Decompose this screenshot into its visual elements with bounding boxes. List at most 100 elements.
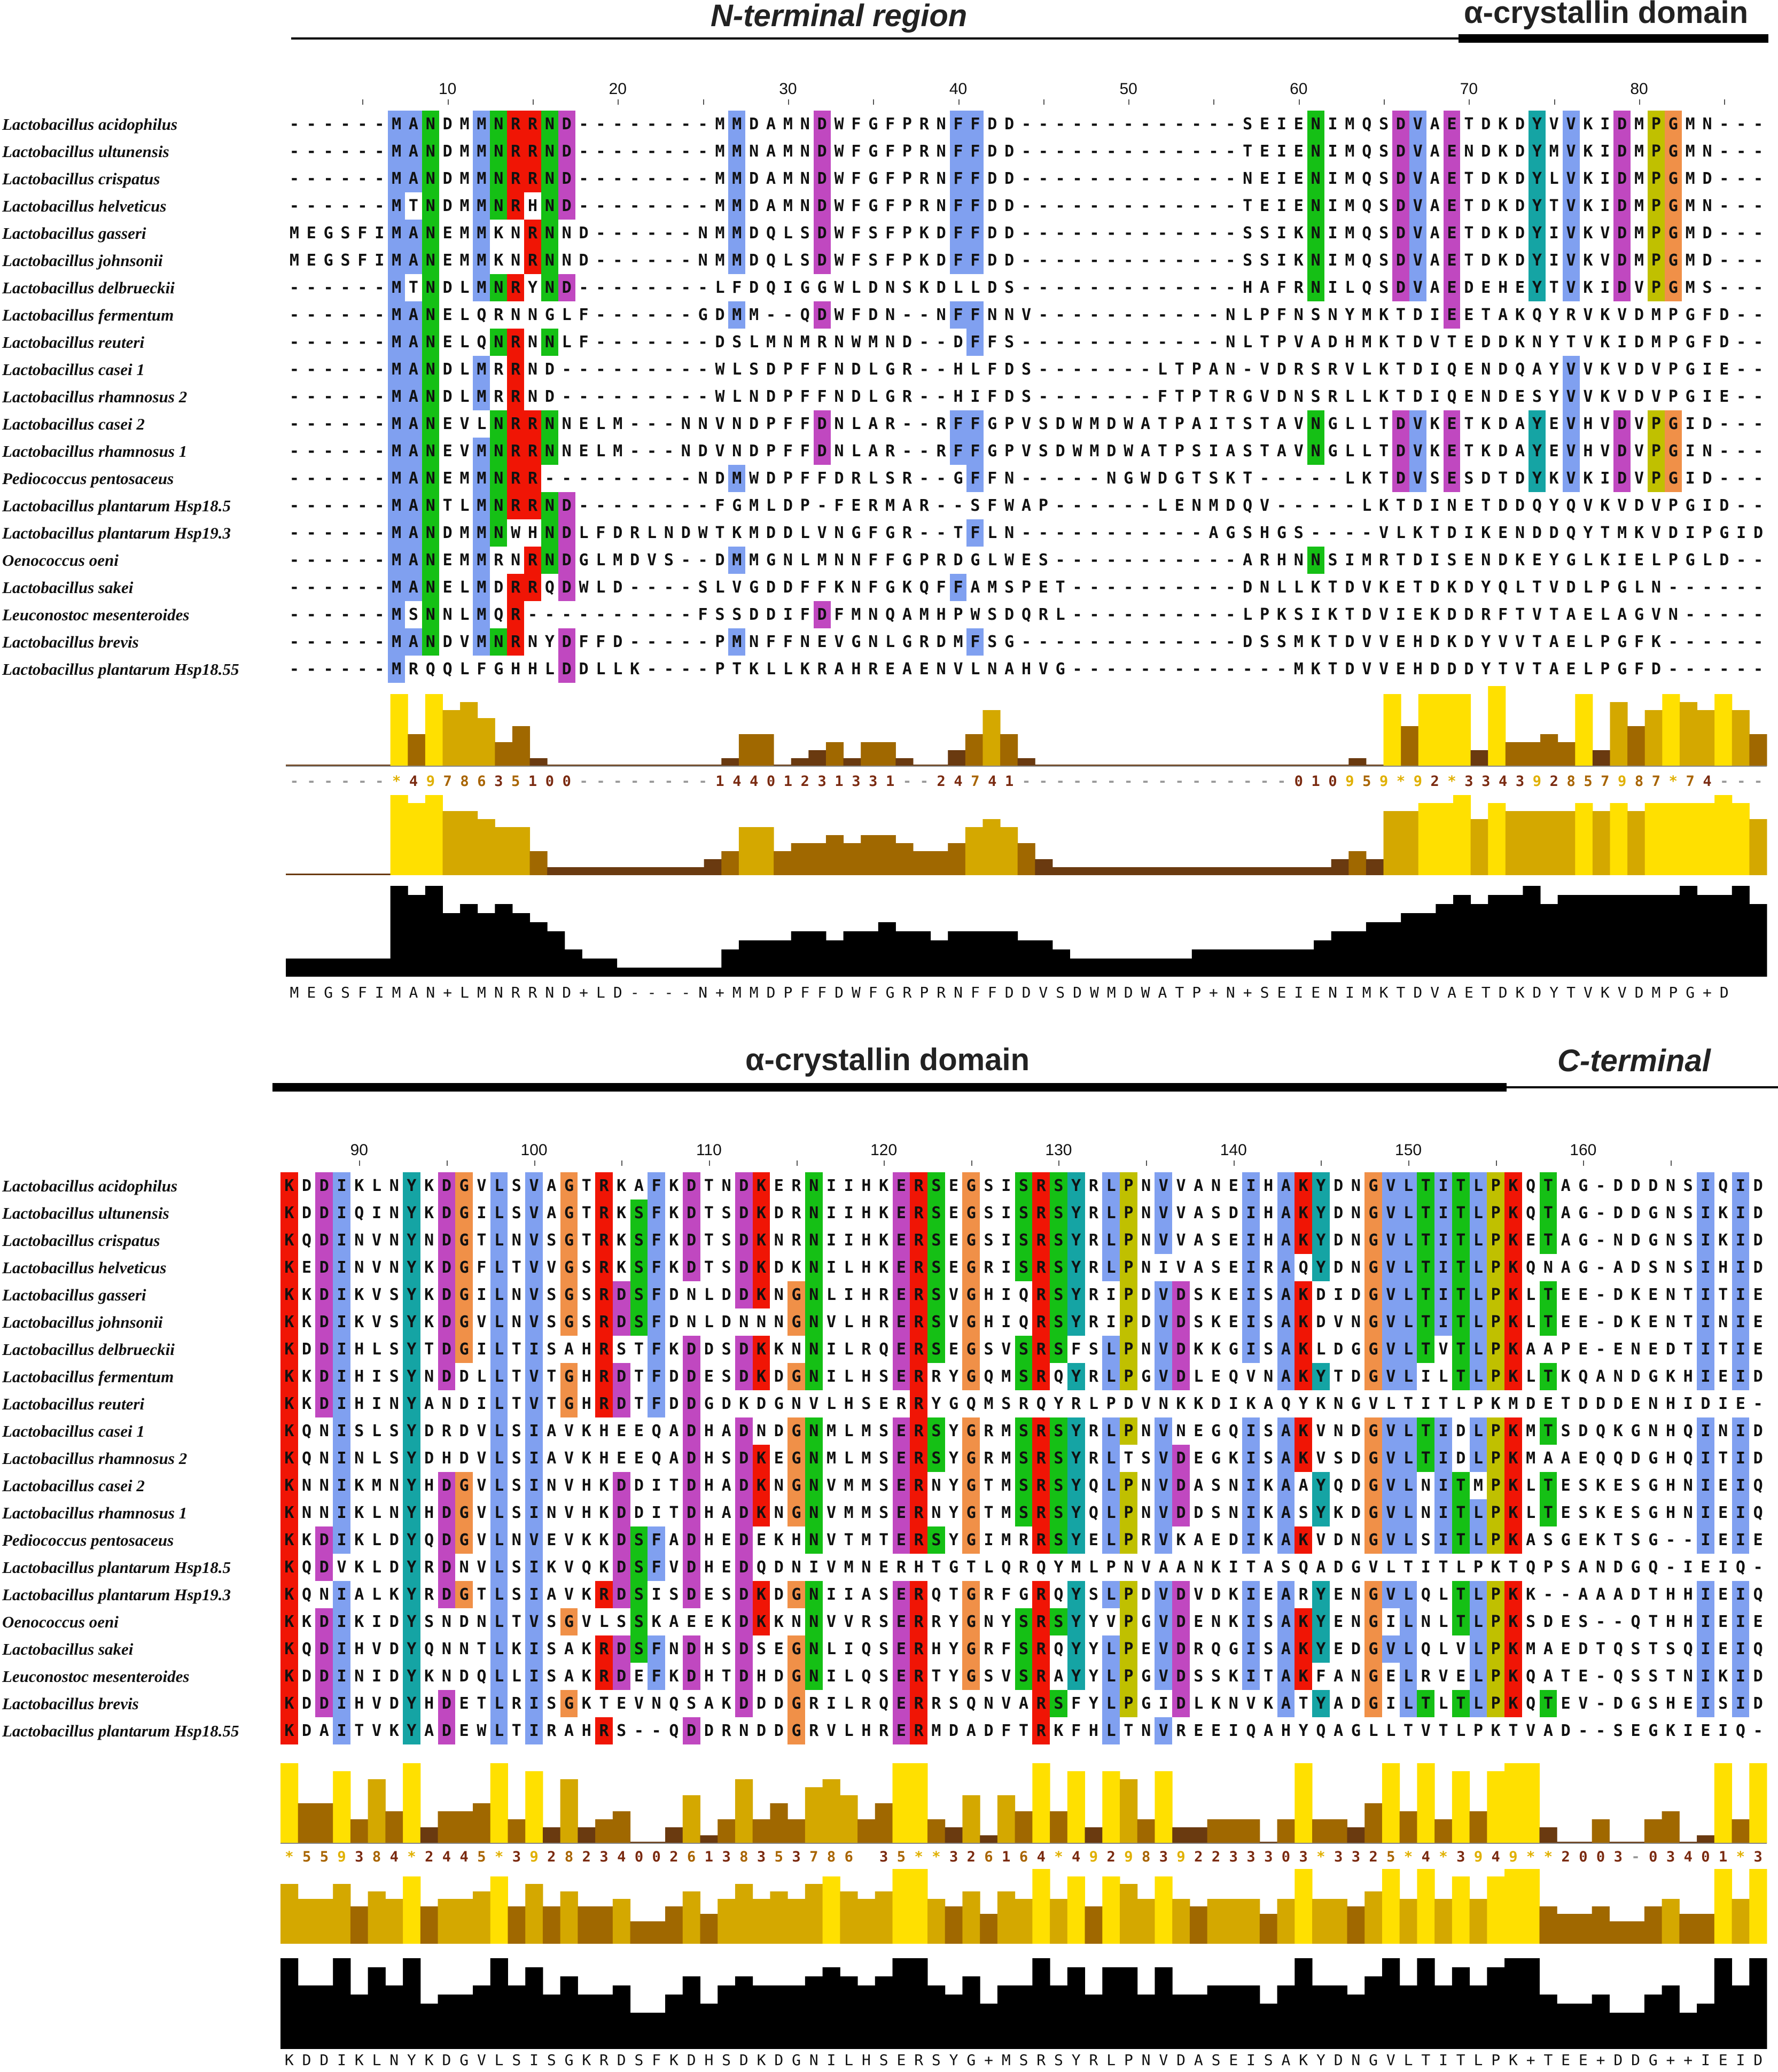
residue-cell: R <box>910 1417 927 1445</box>
residue-cell: I <box>525 1417 543 1445</box>
residue-cell: D <box>558 519 575 547</box>
residue-cell: L <box>1469 1445 1487 1472</box>
histogram-bar <box>895 931 914 977</box>
residue-cell: A <box>1208 360 1219 379</box>
conservation-score: 3 <box>1334 1848 1343 1865</box>
residue-cell: E <box>885 659 895 679</box>
residue-cell: Y <box>1067 1663 1085 1690</box>
residue-cell: T <box>1532 578 1542 597</box>
residue-cell: - <box>527 605 538 624</box>
conservation-score: 2 <box>1549 773 1558 790</box>
residue-cell: M <box>473 465 490 492</box>
residue-cell: D <box>1578 1639 1588 1658</box>
consensus-residue: D <box>302 2051 311 2069</box>
residue-cell: S <box>800 251 810 270</box>
residue-cell: G <box>1685 496 1695 515</box>
residue-cell: S <box>511 1448 521 1468</box>
residue-cell: - <box>357 659 368 679</box>
residue-cell: N <box>319 1448 329 1468</box>
residue-cell: S <box>1683 1203 1693 1222</box>
residue-cell: S <box>1050 1336 1067 1363</box>
consensus-residue: K <box>1515 984 1525 1001</box>
residue-cell: V <box>826 1557 836 1577</box>
residue-cell: N <box>354 1230 364 1250</box>
residue-cell: - <box>1124 278 1134 297</box>
residue-cell: V <box>1379 659 1389 679</box>
residue-cell: G <box>787 1499 805 1526</box>
residue-cell: F <box>579 632 589 651</box>
histogram-bar <box>612 1811 631 1843</box>
residue-cell: K <box>581 1639 591 1658</box>
residue-cell: G <box>1685 332 1695 352</box>
residue-cell: N <box>547 1476 557 1495</box>
residue-cell: E <box>774 1639 784 1658</box>
residue-cell: - <box>375 469 385 488</box>
histogram-bar <box>408 895 426 977</box>
residue-cell: A <box>970 578 980 597</box>
residue-cell: G <box>868 142 878 161</box>
residue-cell: K <box>354 1503 364 1522</box>
consensus-residue: T <box>1566 984 1576 1001</box>
residue-cell: N <box>800 632 810 651</box>
histogram-bar <box>1225 1899 1243 1944</box>
residue-cell: A <box>547 1203 557 1222</box>
residue-cell: - <box>681 605 691 624</box>
consensus-residue: F <box>868 984 878 1001</box>
residue-cell: P <box>1702 523 1712 542</box>
residue-cell: - <box>1226 632 1236 651</box>
residue-cell: M <box>473 547 490 574</box>
residue-cell: N <box>389 1476 399 1495</box>
residue-cell: E <box>442 441 453 461</box>
species-name: Leuconostoc mesenteroides <box>2 1667 190 1686</box>
residue-cell: S <box>1264 1448 1274 1468</box>
residue-cell: D <box>936 278 946 297</box>
residue-cell: N <box>805 1608 823 1635</box>
residue-cell: G <box>1685 387 1695 406</box>
residue-cell: A <box>1277 1254 1295 1281</box>
residue-cell: - <box>1021 142 1032 161</box>
residue-cell: V <box>1600 223 1610 243</box>
histogram-bar <box>752 1985 770 2049</box>
residue-cell: M <box>1293 659 1304 679</box>
consensus-residue: L <box>596 984 605 1001</box>
residue-cell: I <box>1345 550 1355 570</box>
residue-cell: - <box>340 278 350 297</box>
residue-cell: Y <box>1345 305 1355 324</box>
residue-cell: T <box>1452 1499 1470 1526</box>
residue-cell: K <box>1447 632 1457 651</box>
residue-cell: D <box>1447 605 1457 624</box>
residue-cell: N <box>541 519 558 547</box>
histogram-bar <box>895 843 914 875</box>
residue-cell: G <box>962 1608 980 1635</box>
residue-cell: Q <box>1316 1721 1326 1740</box>
residue-cell: V <box>1515 632 1525 651</box>
residue-cell: I <box>826 1367 836 1386</box>
consensus-residue: F <box>357 984 367 1001</box>
residue-cell: - <box>1157 578 1167 597</box>
conservation-histogram-block-2 <box>280 1763 1767 1844</box>
residue-cell: I <box>1617 332 1627 352</box>
histogram-bar <box>1714 1869 1733 1944</box>
residue-cell: V <box>1382 1472 1400 1499</box>
residue-cell: - <box>664 632 674 651</box>
residue-cell: - <box>1226 578 1236 597</box>
residue-cell: N <box>1307 247 1324 274</box>
consensus-residue: - <box>630 984 640 1001</box>
residue-cell: N <box>1141 1258 1151 1277</box>
residue-cell: Q <box>1648 1557 1658 1577</box>
residue-cell: Y <box>1528 438 1546 465</box>
conservation-score: 9 <box>1124 1848 1133 1865</box>
residue-cell: E <box>1260 169 1270 188</box>
residue-cell: - <box>323 414 333 433</box>
histogram-bar <box>962 1795 980 1843</box>
residue-cell: - <box>1328 496 1338 515</box>
residue-cell: N <box>1665 1230 1675 1250</box>
residue-cell: Y <box>1312 1472 1330 1499</box>
residue-cell: L <box>844 1666 854 1686</box>
residue-cell: E <box>1701 1557 1711 1577</box>
residue-cell: - <box>1021 632 1032 651</box>
residue-cell: A <box>1277 1281 1295 1308</box>
residue-cell: I <box>1242 1254 1260 1281</box>
residue-cell: L <box>1702 550 1712 570</box>
residue-cell: R <box>791 1230 801 1250</box>
